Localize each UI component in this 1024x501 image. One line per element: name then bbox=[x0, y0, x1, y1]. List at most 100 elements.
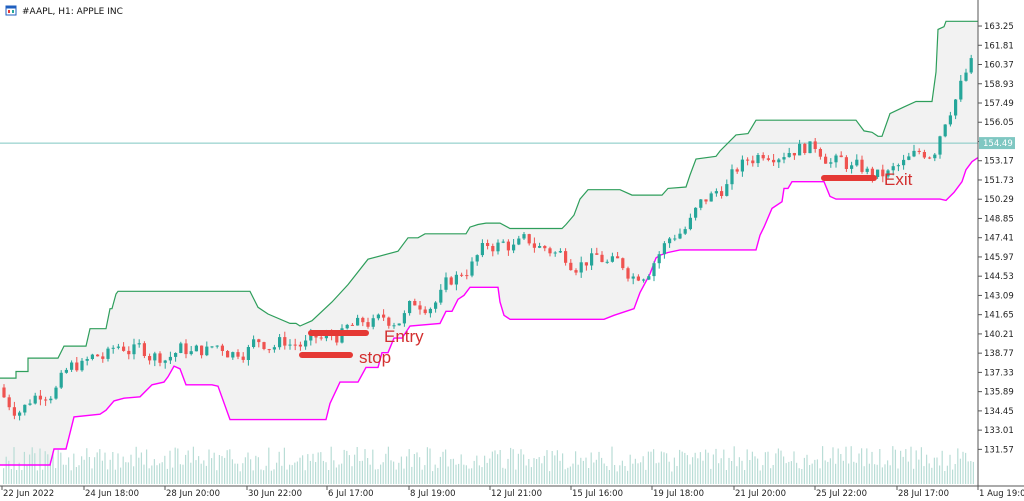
volume-bar bbox=[816, 459, 818, 484]
candle-body bbox=[714, 191, 718, 194]
volume-bar bbox=[681, 451, 683, 484]
volume-bar bbox=[952, 469, 954, 484]
candle-body bbox=[33, 395, 37, 404]
volume-bar bbox=[315, 462, 317, 484]
volume-bar bbox=[660, 451, 662, 484]
volume-bar bbox=[465, 465, 467, 484]
volume-bar bbox=[957, 448, 959, 484]
volume-bar bbox=[874, 464, 876, 484]
volume-bar bbox=[81, 456, 83, 484]
volume-bar bbox=[510, 447, 512, 484]
volume-bar bbox=[567, 467, 569, 484]
candle-body bbox=[444, 277, 448, 290]
volume-bar bbox=[694, 452, 696, 484]
volume-bar bbox=[356, 447, 358, 484]
candle-body bbox=[252, 339, 256, 347]
candle-body bbox=[350, 324, 354, 326]
volume-bar bbox=[913, 468, 915, 484]
volume-bar bbox=[733, 446, 735, 484]
candle-body bbox=[694, 207, 698, 218]
volume-bar bbox=[104, 452, 106, 484]
volume-bar bbox=[473, 460, 475, 484]
candle-body bbox=[647, 276, 651, 280]
volume-bar bbox=[884, 464, 886, 484]
volume-bar bbox=[276, 462, 278, 484]
chart-window-icon bbox=[5, 5, 17, 16]
volume-bar bbox=[863, 466, 865, 484]
volume-bar bbox=[736, 466, 738, 484]
volume-bar bbox=[60, 452, 62, 484]
volume-bar bbox=[710, 468, 712, 484]
candle-body bbox=[496, 242, 500, 252]
candle-body bbox=[23, 404, 27, 413]
candle-body bbox=[439, 289, 443, 303]
volume-bar bbox=[582, 460, 584, 484]
volume-bar bbox=[590, 452, 592, 484]
volume-bar bbox=[460, 454, 462, 484]
volume-bar bbox=[408, 449, 410, 484]
candle-body bbox=[590, 253, 594, 266]
volume-bar bbox=[939, 465, 941, 484]
volume-bar bbox=[169, 450, 171, 484]
x-tick-label: 6 Jul 17:00 bbox=[328, 489, 374, 499]
volume-bar bbox=[785, 463, 787, 484]
volume-bar bbox=[304, 470, 306, 484]
volume-bar bbox=[273, 469, 275, 484]
x-tick-label: 15 Jul 16:00 bbox=[572, 489, 623, 499]
volume-bar bbox=[10, 469, 12, 484]
volume-bar bbox=[224, 457, 226, 484]
candle-body bbox=[44, 399, 48, 401]
volume-bar bbox=[897, 468, 899, 484]
candle-body bbox=[449, 277, 453, 285]
volume-bar bbox=[876, 464, 878, 484]
y-tick-label: 160.37 bbox=[984, 61, 1014, 71]
volume-bar bbox=[577, 464, 579, 484]
candle-body bbox=[179, 343, 183, 353]
annotation-label: stop bbox=[359, 348, 391, 367]
volume-bar bbox=[255, 455, 257, 484]
volume-bar bbox=[931, 467, 933, 484]
volume-bar bbox=[744, 470, 746, 484]
volume-bar bbox=[447, 466, 449, 484]
volume-bar bbox=[148, 468, 150, 484]
volume-bar bbox=[866, 448, 868, 484]
volume-bar bbox=[289, 464, 291, 484]
candle-body bbox=[236, 352, 240, 357]
candle-body bbox=[283, 337, 287, 346]
candle-body bbox=[933, 154, 937, 159]
candle-body bbox=[569, 262, 573, 271]
volume-bar bbox=[554, 455, 556, 484]
candle-body bbox=[558, 251, 562, 253]
candle-body bbox=[28, 403, 32, 405]
candle-body bbox=[241, 356, 245, 360]
annotation-label: Exit bbox=[884, 170, 913, 189]
volume-bar bbox=[637, 463, 639, 484]
volume-bar bbox=[751, 451, 753, 484]
volume-bar bbox=[91, 468, 93, 484]
volume-bar bbox=[970, 461, 972, 484]
volume-bar bbox=[127, 462, 129, 484]
volume-bar bbox=[515, 469, 517, 484]
candle-body bbox=[64, 369, 68, 373]
volume-bar bbox=[611, 446, 613, 484]
volume-bar bbox=[62, 464, 64, 484]
volume-bar bbox=[182, 464, 184, 484]
candle-body bbox=[839, 155, 843, 158]
volume-bar bbox=[549, 471, 551, 484]
volume-bar bbox=[226, 450, 228, 484]
volume-bar bbox=[575, 451, 577, 484]
volume-bar bbox=[257, 457, 259, 484]
volume-bar bbox=[715, 448, 717, 484]
volume-bar bbox=[892, 446, 894, 484]
volume-bar bbox=[70, 470, 72, 484]
x-tick-label: 12 Jul 21:00 bbox=[491, 489, 542, 499]
volume-bar bbox=[569, 466, 571, 484]
volume-bar bbox=[476, 455, 478, 484]
volume-bar bbox=[918, 459, 920, 484]
candle-body bbox=[262, 342, 266, 349]
volume-bar bbox=[481, 467, 483, 484]
candle-body bbox=[543, 246, 547, 249]
volume-bar bbox=[426, 447, 428, 484]
candle-body bbox=[387, 317, 391, 326]
